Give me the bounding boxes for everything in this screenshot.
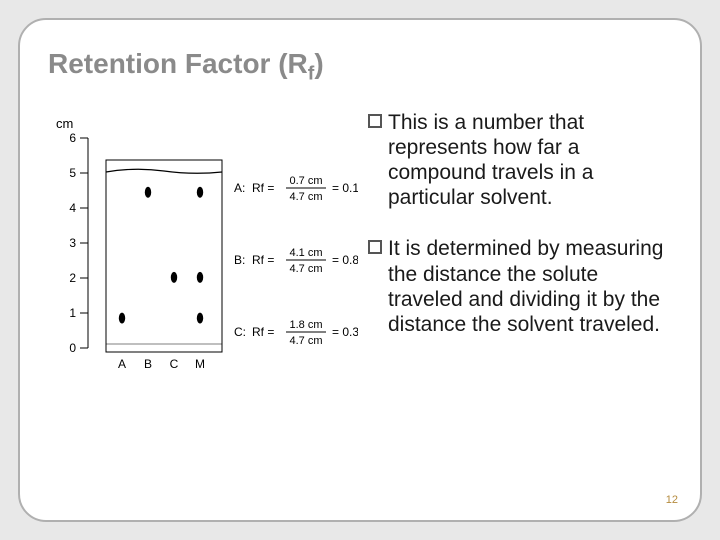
svg-text:0: 0 [69,341,76,355]
svg-text:B:: B: [234,253,245,267]
svg-text:A:: A: [234,181,245,195]
svg-text:C:: C: [234,325,246,339]
text-column: This is a number that represents how far… [368,110,672,380]
svg-text:4.7 cm: 4.7 cm [289,263,322,275]
content-row: cm6 5 4 3 2 1 0 A B C M A: Rf = 0.7 cm 4.7 cm = 0.15 B: R… [48,110,672,380]
diagram-svg: cm6 5 4 3 2 1 0 A B C M A: Rf = 0.7 cm 4.7 cm = 0.15 B: R… [48,110,358,380]
svg-text:cm: cm [56,116,73,131]
title-text: Retention Factor (R [48,48,308,79]
svg-text:3: 3 [69,236,76,250]
svg-text:1: 1 [69,306,76,320]
bullet-2: It is determined by measuring the distan… [368,236,672,337]
bullet-box-icon [368,114,382,128]
svg-text:= 0.38: = 0.38 [332,325,358,339]
svg-text:C: C [170,357,179,371]
bullet-box-icon [368,240,382,254]
bullet-1: This is a number that represents how far… [368,110,672,211]
svg-text:1.8 cm: 1.8 cm [289,319,322,331]
page-number: 12 [666,494,678,506]
svg-text:6: 6 [69,131,76,145]
svg-text:Rf =: Rf = [252,325,274,339]
svg-text:4.7 cm: 4.7 cm [289,191,322,203]
svg-text:= 0.15: = 0.15 [332,181,358,195]
svg-text:Rf =: Rf = [252,181,274,195]
svg-text:= 0.87: = 0.87 [332,253,358,267]
svg-text:0.7 cm: 0.7 cm [289,175,322,187]
svg-text:4.1 cm: 4.1 cm [289,247,322,259]
svg-text:4: 4 [69,201,76,215]
svg-text:Rf =: Rf = [252,253,274,267]
svg-text:M: M [195,357,205,371]
svg-text:2: 2 [69,271,76,285]
svg-text:A: A [118,357,126,371]
slide-title: Retention Factor (Rf) [48,48,672,86]
svg-text:B: B [144,357,152,371]
svg-text:4.7 cm: 4.7 cm [289,335,322,347]
bullet-1-text: This is a number that represents how far… [388,110,672,211]
tlc-diagram: cm6 5 4 3 2 1 0 A B C M A: Rf = 0.7 cm 4.7 cm = 0.15 B: R… [48,110,358,380]
svg-text:5: 5 [69,166,76,180]
slide-frame: Retention Factor (Rf) cm6 5 4 3 2 1 0 A B C M A: Rf … [18,18,702,522]
title-close: ) [314,48,323,79]
bullet-2-text: It is determined by measuring the distan… [388,236,672,337]
